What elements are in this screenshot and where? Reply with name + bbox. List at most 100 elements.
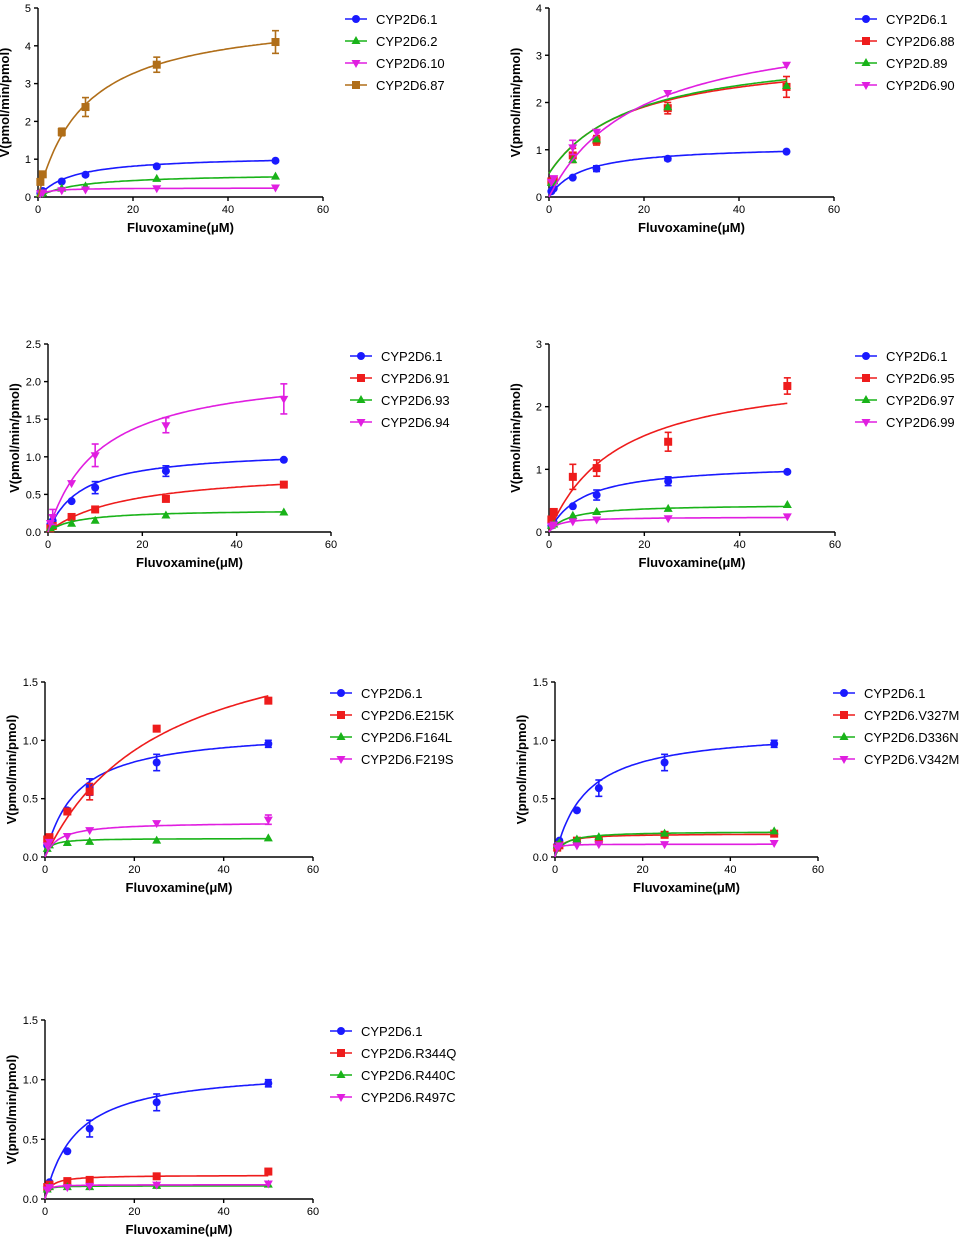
data-point xyxy=(264,1167,273,1176)
data-point xyxy=(279,480,288,489)
data-point xyxy=(264,739,273,748)
legend-marker xyxy=(356,395,366,403)
data-point xyxy=(263,1180,273,1189)
data-point xyxy=(568,472,577,481)
x-tick-label: 20 xyxy=(127,204,139,216)
y-tick-label: 1.0 xyxy=(533,735,548,747)
data-point xyxy=(161,422,171,431)
legend-marker xyxy=(336,756,346,764)
data-point xyxy=(663,102,673,111)
data-point xyxy=(592,134,601,143)
y-tick-label: 3 xyxy=(536,339,542,351)
y-tick-label: 2 xyxy=(25,116,31,128)
series-CYP2D6.F219S: CYP2D6.F219S xyxy=(42,752,454,858)
series-CYP2D6.F164L: CYP2D6.F164L xyxy=(42,730,452,858)
x-tick-label: 20 xyxy=(638,204,650,216)
data-point xyxy=(263,833,273,842)
series-CYP2D6.1: CYP2D6.1 xyxy=(547,12,947,198)
legend-label: CYP2D6.10 xyxy=(376,56,445,71)
fit-curve xyxy=(548,402,788,533)
data-point xyxy=(663,90,673,99)
series-CYP2D6.87: CYP2D6.87 xyxy=(36,29,445,198)
legend-label: CYP2D6.D336N xyxy=(864,730,959,745)
data-point xyxy=(592,506,602,515)
data-point xyxy=(663,503,673,512)
data-point xyxy=(152,820,162,829)
data-point xyxy=(271,184,280,193)
data-point xyxy=(663,154,672,163)
data-point xyxy=(38,189,48,198)
y-tick-label: 0 xyxy=(536,527,542,539)
data-point xyxy=(592,516,602,525)
series-CYP2D6.V342M: CYP2D6.V342M xyxy=(552,752,959,858)
legend-marker xyxy=(352,15,360,23)
data-point xyxy=(152,1181,162,1190)
legend-label: CYP2D6.93 xyxy=(381,393,450,408)
data-point xyxy=(152,835,162,844)
x-tick-label: 60 xyxy=(828,204,840,216)
y-tick-label: 2 xyxy=(536,98,542,110)
x-axis-label: Fluvoxamine(μM) xyxy=(126,1222,233,1237)
legend-marker xyxy=(840,711,848,719)
y-tick-label: 4 xyxy=(25,41,31,53)
series-CYP2D6.90: CYP2D6.90 xyxy=(546,61,955,198)
legend-marker xyxy=(862,352,870,360)
data-point xyxy=(152,758,161,767)
x-tick-label: 60 xyxy=(307,864,319,876)
chart-panel-7: 0 20 40 60 0.0 0.5 1.0 1.5 Fluvoxamine(μM) V(pmol… xyxy=(4,1015,456,1237)
legend-label: CYP2D6.F219S xyxy=(361,752,454,767)
data-point xyxy=(62,1184,72,1193)
data-point xyxy=(271,38,280,47)
x-tick-label: 40 xyxy=(218,1206,230,1218)
legend-marker xyxy=(336,732,346,740)
x-tick-label: 20 xyxy=(637,864,649,876)
data-point xyxy=(271,171,280,180)
legend-marker xyxy=(337,1027,345,1035)
x-tick-label: 20 xyxy=(136,539,148,551)
x-tick-label: 60 xyxy=(325,539,337,551)
y-tick-label: 5 xyxy=(25,3,31,15)
legend-label: CYP2D6.1 xyxy=(864,686,925,701)
legend-label: CYP2D6.95 xyxy=(886,371,955,386)
legend-label: CYP2D6.88 xyxy=(886,34,955,49)
x-tick-label: 0 xyxy=(42,1206,48,1218)
data-point xyxy=(769,826,779,835)
data-point xyxy=(594,784,603,793)
x-tick-label: 40 xyxy=(724,864,736,876)
data-point xyxy=(572,834,582,843)
data-point xyxy=(770,739,779,748)
y-tick-label: 0 xyxy=(25,192,31,204)
legend-label: CYP2D6.1 xyxy=(361,686,422,701)
data-point xyxy=(152,1098,161,1107)
y-tick-label: 0.5 xyxy=(23,1134,38,1146)
legend-label: CYP2D6.E215K xyxy=(361,708,455,723)
data-point xyxy=(81,103,90,112)
data-point xyxy=(572,842,582,851)
y-tick-label: 1.5 xyxy=(23,1015,38,1027)
y-tick-label: 0.0 xyxy=(23,1194,38,1206)
x-tick-label: 60 xyxy=(812,864,824,876)
data-point xyxy=(152,724,161,733)
chart-panel-1: 0 20 40 60 0 1 2 3 4 5 Fluvoxamine(μM) V(pmol/min/p… xyxy=(0,3,445,235)
legend-marker xyxy=(352,81,360,89)
series-CYP2D6.R497C: CYP2D6.R497C xyxy=(42,1090,456,1200)
legend-marker xyxy=(861,82,871,90)
data-point xyxy=(63,807,72,816)
data-point xyxy=(85,827,95,836)
x-tick-label: 0 xyxy=(546,539,552,551)
x-tick-label: 60 xyxy=(829,539,841,551)
data-point xyxy=(279,395,289,404)
x-tick-label: 0 xyxy=(546,204,552,216)
data-point xyxy=(782,513,792,522)
data-point xyxy=(554,842,564,851)
legend-label: CYP2D6.97 xyxy=(886,393,955,408)
data-point xyxy=(152,185,162,194)
y-tick-label: 0.0 xyxy=(533,852,548,864)
y-tick-label: 3 xyxy=(25,79,31,91)
x-tick-label: 60 xyxy=(307,1206,319,1218)
data-point xyxy=(782,500,792,509)
y-tick-label: 0.0 xyxy=(23,852,38,864)
data-point xyxy=(549,175,559,184)
y-tick-label: 2.5 xyxy=(26,339,41,351)
legend-label: CYP2D6.1 xyxy=(381,349,442,364)
